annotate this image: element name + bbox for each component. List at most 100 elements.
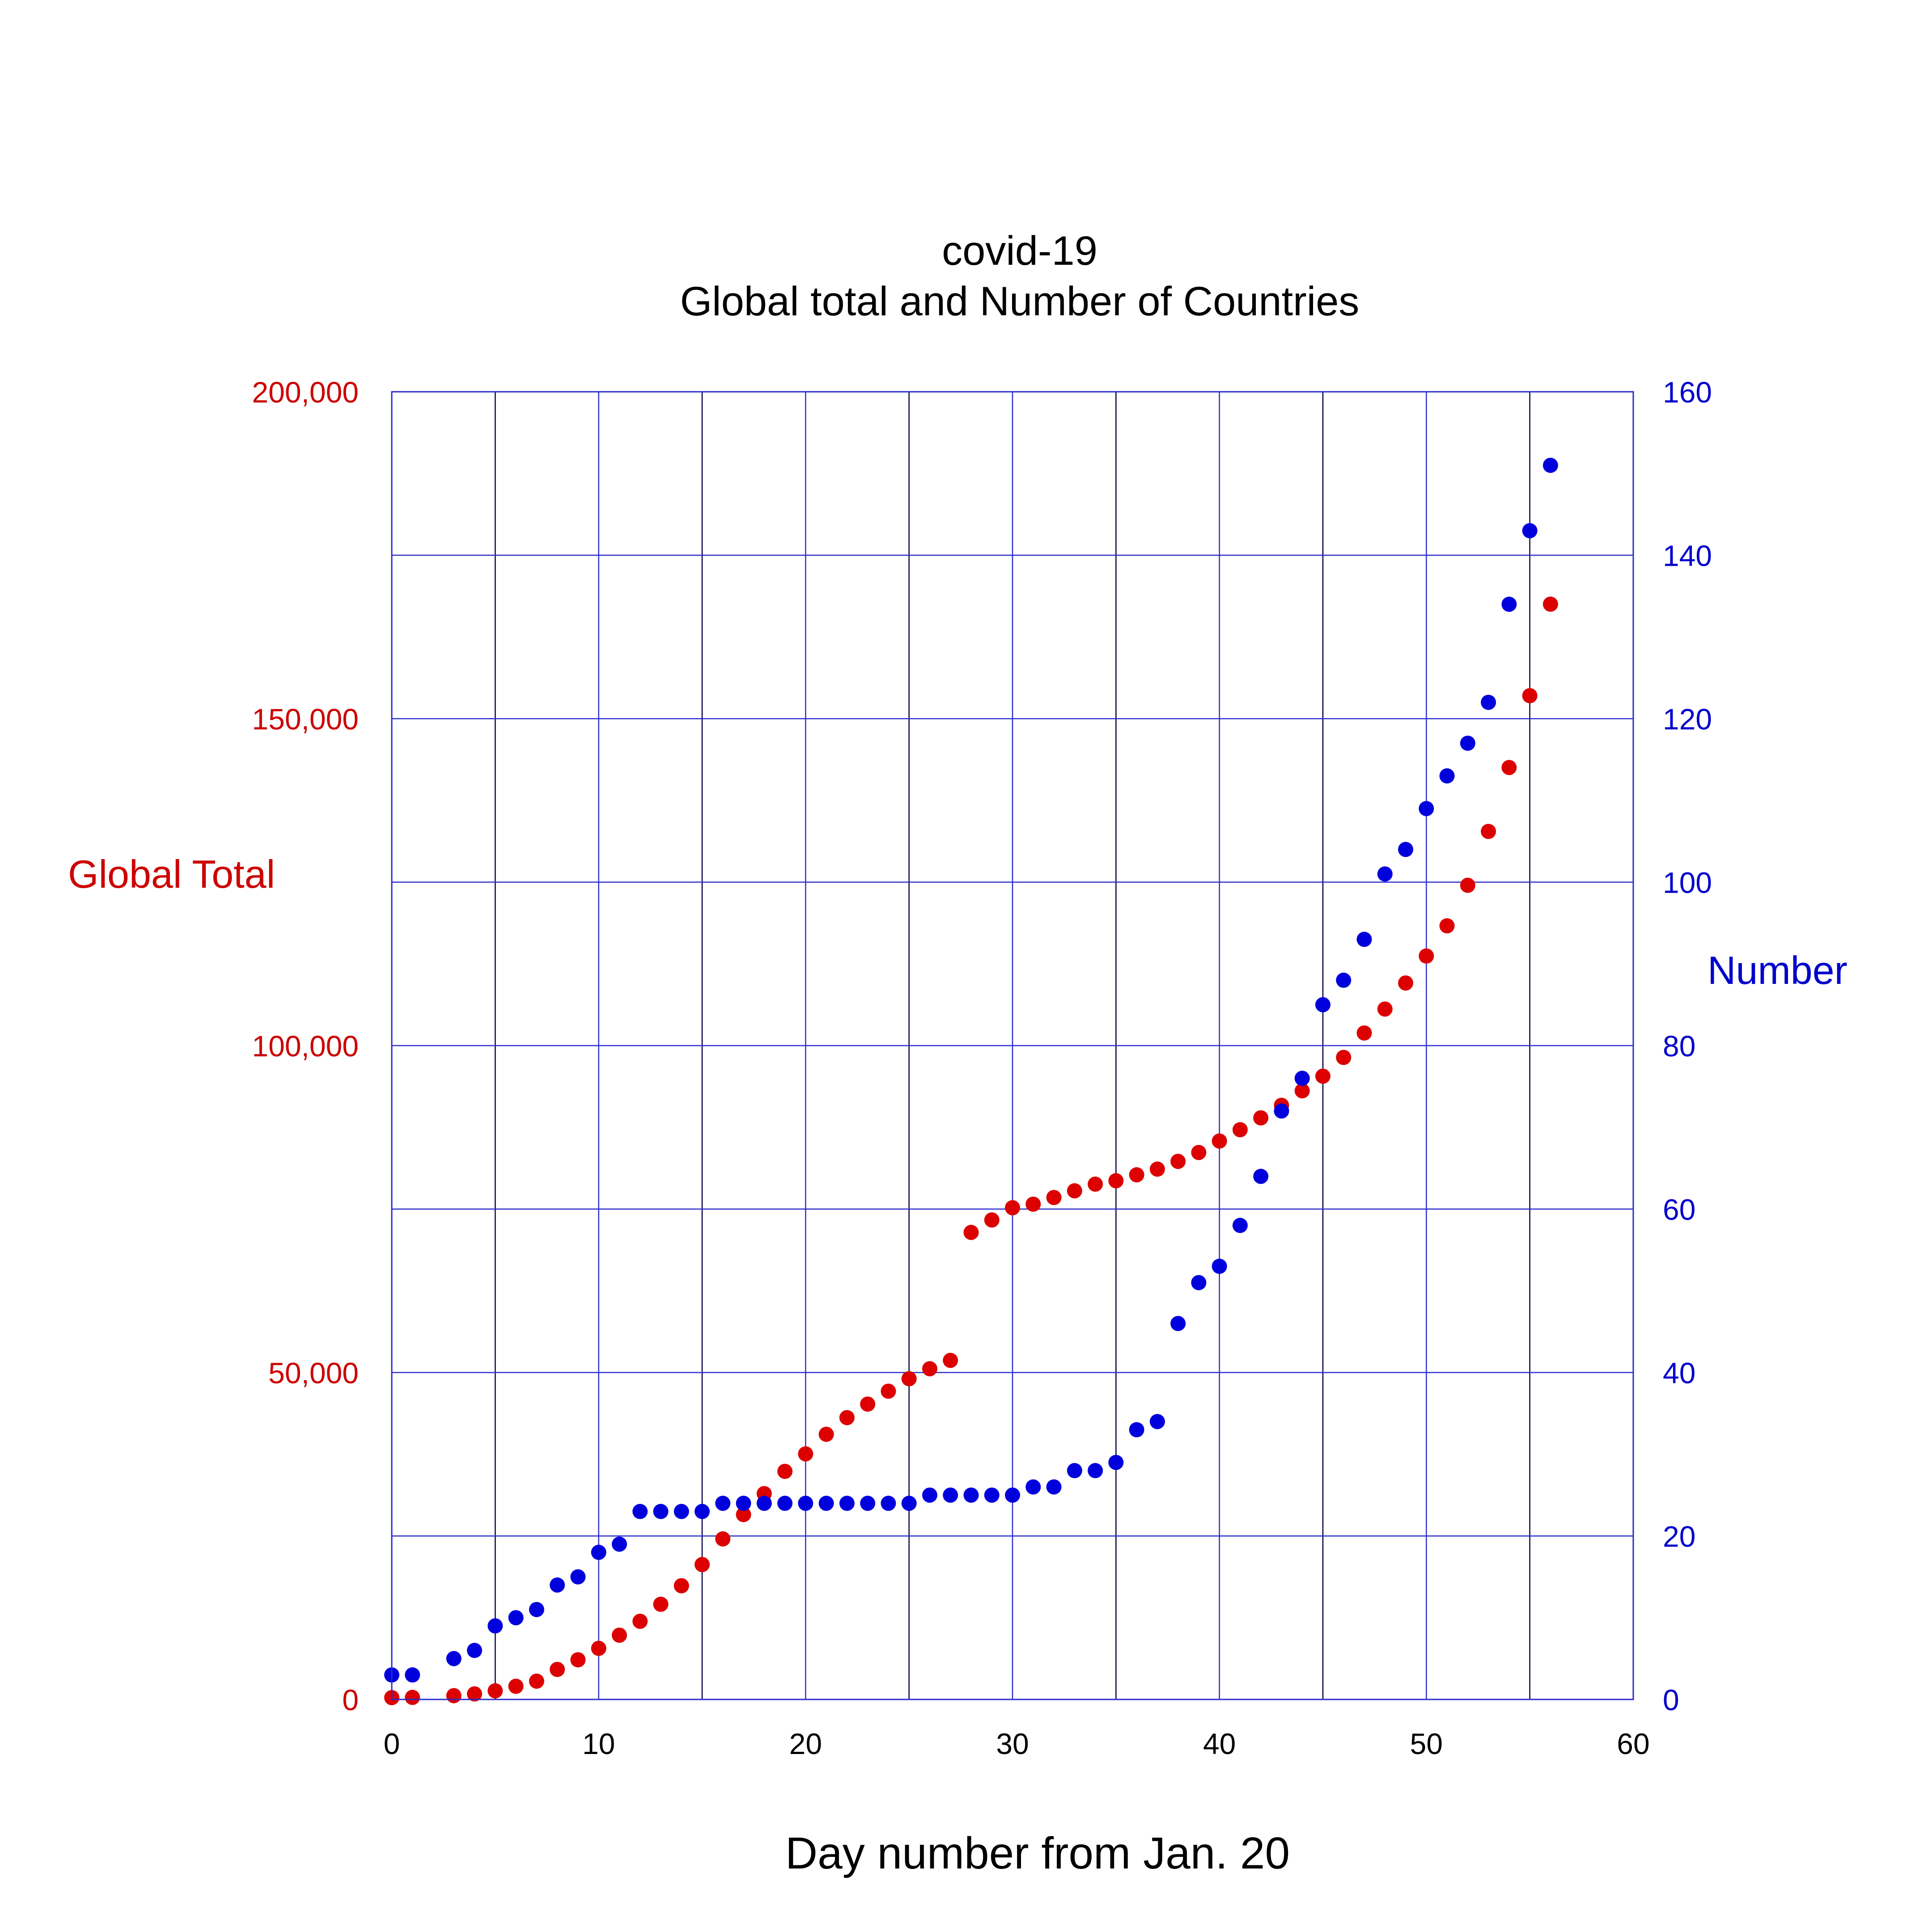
global-total-point [508,1678,524,1694]
number-point [1377,866,1393,882]
number-point [756,1496,772,1511]
x-tick-label: 20 [789,1727,822,1760]
number-point [798,1496,813,1511]
global-total-point [943,1352,958,1368]
global-total-point [1253,1110,1269,1126]
global-total-point [1005,1200,1020,1216]
global-total-point [1419,948,1434,964]
x-tick-label: 0 [384,1727,400,1760]
x-axis-label: Day number from Jan. 20 [785,1828,1290,1878]
global-total-point [818,1427,834,1442]
number-point [922,1487,937,1503]
number-point [1149,1414,1165,1429]
global-total-point [1170,1153,1186,1169]
data-points [384,458,1558,1705]
y-right-tick-label: 20 [1663,1520,1695,1553]
number-point [653,1504,669,1519]
global-total-point [798,1446,813,1462]
number-point [1542,458,1558,473]
number-point [1232,1218,1248,1233]
number-point [446,1651,462,1666]
global-total-point [1501,760,1517,775]
number-point [1419,801,1434,817]
global-total-point [963,1224,979,1240]
global-total-point [1108,1173,1124,1189]
number-point [674,1504,689,1519]
number-point [963,1487,979,1503]
global-total-point [1025,1196,1041,1212]
number-point [467,1643,483,1658]
global-total-point [736,1507,751,1522]
number-series [384,458,1558,1683]
global-total-point [1522,688,1538,703]
global-total-point [632,1614,648,1629]
number-point [818,1496,834,1511]
global-total-point [715,1531,731,1547]
global-total-point [1088,1176,1103,1192]
global-total-point [881,1383,896,1399]
y-left-tick-label: 0 [342,1683,359,1716]
global-total-point [1336,1050,1352,1065]
number-point [1315,997,1330,1013]
x-tick-label: 10 [582,1727,615,1760]
number-point [1108,1455,1124,1470]
number-point [1005,1487,1020,1503]
y-left-tick-label: 100,000 [252,1030,359,1063]
x-tick-label: 40 [1203,1727,1236,1760]
global-total-point [1067,1183,1082,1199]
y-right-tick-label: 160 [1663,376,1712,409]
plot-frame [391,391,1634,1700]
global-total-point [984,1212,1000,1228]
global-total-point [529,1674,544,1689]
number-point [901,1496,917,1511]
global-total-point [405,1690,420,1705]
y-left-tick-label: 150,000 [252,703,359,736]
number-point [715,1496,731,1511]
number-point [508,1610,524,1626]
global-total-point [1046,1190,1062,1205]
global-total-point [922,1361,937,1377]
grid [392,392,1633,1699]
number-point [591,1545,606,1560]
number-point [1088,1463,1103,1479]
y-right-tick-label: 100 [1663,866,1712,899]
global-total-point [1356,1025,1372,1041]
number-point [1067,1463,1082,1479]
number-point [1501,597,1517,612]
global-total-point [901,1371,917,1386]
global-total-point [1294,1083,1310,1099]
global-total-point [674,1578,689,1593]
y-right-tick-label: 140 [1663,539,1712,572]
number-point [695,1504,710,1519]
number-point [1522,523,1538,538]
number-point [550,1577,565,1593]
tick-labels: 0 10 20 30 40 50 60 0 50,000 100,000 150,000 200,00… [252,376,1712,1760]
global-total-point [1212,1133,1227,1149]
number-point [1129,1422,1144,1437]
global-total-point [550,1661,565,1677]
global-total-point [860,1396,876,1412]
global-total-point [1149,1161,1165,1177]
y-right-tick-label: 0 [1663,1683,1679,1716]
number-point [1439,768,1455,784]
global-total-point [487,1683,503,1699]
y-right-tick-label: 60 [1663,1193,1695,1226]
number-point [1274,1103,1289,1119]
number-point [1170,1316,1186,1331]
global-total-series [384,596,1558,1705]
global-total-point [570,1652,586,1668]
number-point [1398,842,1414,857]
number-point [1191,1275,1207,1290]
global-total-point [1129,1167,1144,1182]
y-right-tick-label: 80 [1663,1030,1695,1063]
y-left-tick-label: 50,000 [268,1356,359,1390]
global-total-point [1542,596,1558,612]
global-total-point [611,1627,627,1643]
number-point [1212,1258,1227,1274]
global-total-point [1315,1068,1330,1084]
number-point [943,1487,958,1503]
number-point [632,1504,648,1519]
number-point [487,1618,503,1634]
x-tick-label: 60 [1617,1727,1649,1760]
